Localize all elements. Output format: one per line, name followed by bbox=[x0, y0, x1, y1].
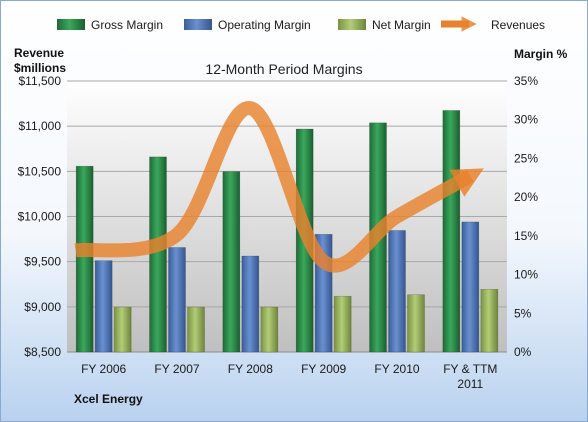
operating-margin-bar bbox=[241, 255, 260, 353]
x-tick-label: FY 2008 bbox=[228, 362, 273, 376]
left-axis-title-line2: $millions bbox=[14, 61, 66, 75]
right-axis-title: Margin % bbox=[514, 47, 568, 61]
net-margin-bar bbox=[187, 306, 205, 353]
left-axis-title-line1: Revenue bbox=[14, 46, 64, 60]
x-tick-label: FY 2007 bbox=[154, 362, 199, 376]
legend: Gross Margin Operating Margin Net Margin… bbox=[57, 16, 545, 32]
operating-margin-bar bbox=[94, 260, 113, 353]
right-tick-label: 30% bbox=[514, 113, 538, 127]
left-tick-label: $9,000 bbox=[24, 300, 61, 314]
right-tick-label: 20% bbox=[514, 190, 538, 204]
legend-swatch-gross-margin bbox=[57, 19, 85, 30]
chart-title: 12-Month Period Margins bbox=[205, 61, 362, 77]
right-axis-ticks: 0% 5% 10% 15% 20% 25% 30% 35% bbox=[514, 74, 538, 359]
revenue-line bbox=[74, 101, 484, 273]
x-tick-label: FY 2010 bbox=[374, 362, 419, 376]
x-axis-ticks: FY 2006 FY 2007 FY 2008 FY 2009 FY 2010 FY & … bbox=[81, 362, 497, 391]
legend-label-operating-margin: Operating Margin bbox=[218, 18, 311, 32]
gross-margin-bar bbox=[442, 110, 461, 353]
right-tick-label: 5% bbox=[514, 306, 532, 320]
left-tick-label: $10,000 bbox=[18, 210, 62, 224]
left-tick-label: $11,000 bbox=[19, 119, 62, 133]
gross-margin-bar bbox=[149, 156, 167, 353]
revenue-line-layer bbox=[74, 101, 484, 273]
net-margin-bar bbox=[480, 288, 499, 353]
operating-margin-bar bbox=[461, 221, 480, 353]
right-tick-label: 15% bbox=[514, 229, 538, 243]
legend-swatch-net-margin bbox=[338, 19, 366, 30]
right-tick-label: 10% bbox=[514, 268, 538, 282]
gross-margin-bar bbox=[222, 171, 241, 353]
x-tick-label: FY 2009 bbox=[301, 362, 346, 376]
left-tick-label: $10,500 bbox=[18, 164, 62, 178]
gross-margin-bar bbox=[75, 165, 94, 353]
left-tick-label: $8,500 bbox=[24, 345, 61, 359]
left-tick-label: $9,500 bbox=[24, 255, 61, 269]
legend-label-net-margin: Net Margin bbox=[372, 18, 431, 32]
left-tick-label: $11,500 bbox=[19, 74, 62, 88]
right-tick-label: 25% bbox=[514, 151, 538, 165]
operating-margin-bar bbox=[388, 230, 406, 353]
x-tick-label: 2011 bbox=[457, 377, 483, 391]
left-axis-ticks: $8,500 $9,000 $9,500 $10,000 $10,500 $11,000 $… bbox=[18, 74, 62, 359]
x-tick-label: FY & TTM bbox=[443, 362, 497, 376]
net-margin-bar bbox=[260, 306, 279, 353]
right-tick-label: 0% bbox=[514, 345, 532, 359]
operating-margin-bar bbox=[168, 247, 186, 353]
net-margin-bar bbox=[407, 294, 425, 353]
legend-swatch-operating-margin bbox=[184, 19, 212, 30]
legend-label-revenues: Revenues bbox=[491, 18, 545, 32]
company-name: Xcel Energy bbox=[74, 392, 143, 406]
right-tick-label: 35% bbox=[514, 74, 538, 88]
x-tick-label: FY 2006 bbox=[81, 362, 126, 376]
bars bbox=[75, 110, 499, 353]
net-margin-bar bbox=[113, 306, 132, 353]
legend-label-gross-margin: Gross Margin bbox=[91, 18, 163, 32]
net-margin-bar bbox=[333, 295, 352, 353]
